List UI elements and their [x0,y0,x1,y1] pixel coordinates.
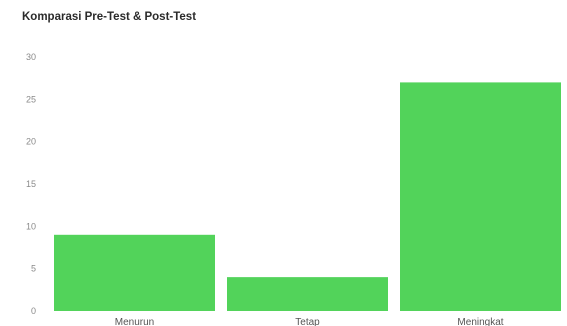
y-tick-label: 20 [26,137,36,147]
y-tick-label: 30 [26,52,36,62]
bar-menurun[interactable] [54,234,215,311]
chart-title: Komparasi Pre-Test & Post-Test [22,11,197,23]
bars [54,82,561,312]
bar-meningkat[interactable] [400,82,561,312]
x-tick-label: Tetap [295,317,320,326]
y-tick-label: 5 [31,264,36,274]
y-axis: 0 5 10 15 20 25 30 [26,52,36,316]
y-tick-label: 25 [26,94,36,104]
x-axis: Menurun Tetap Meningkat [115,317,504,326]
y-tick-label: 0 [31,306,36,316]
y-tick-label: 10 [26,221,36,231]
x-tick-label: Menurun [115,317,154,326]
y-tick-label: 15 [26,179,36,189]
bar-tetap[interactable] [227,277,388,311]
x-tick-label: Meningkat [457,317,503,326]
